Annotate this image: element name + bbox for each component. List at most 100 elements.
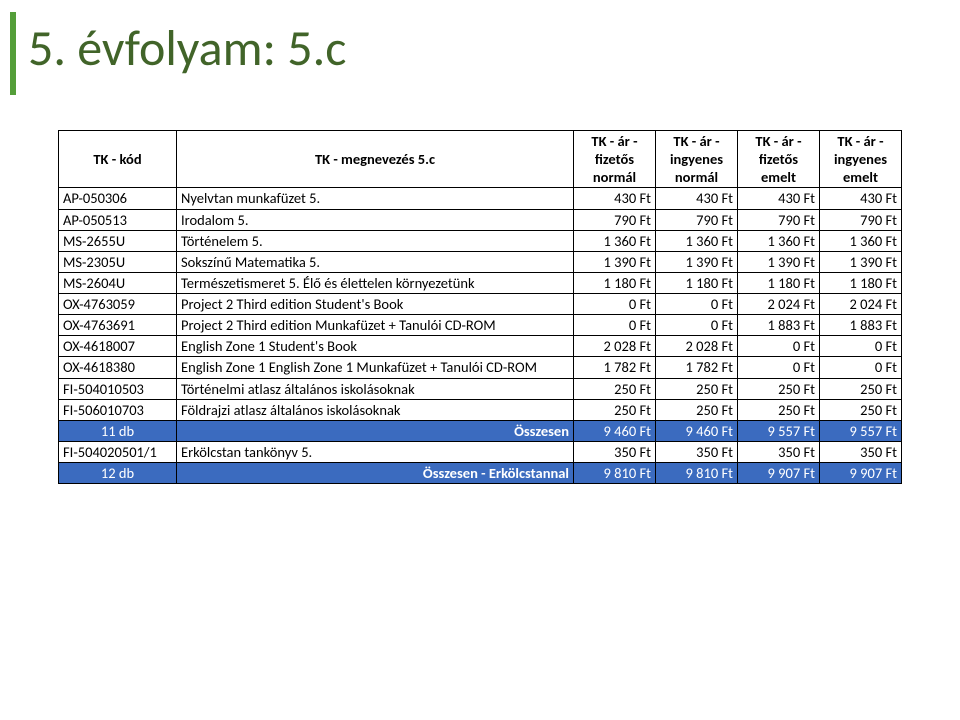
cell-price: 1 390 Ft xyxy=(820,251,902,272)
cell-price: 1 360 Ft xyxy=(738,230,820,251)
price-table-container: TK - kód TK - megnevezés 5.c TK - ár - f… xyxy=(58,130,902,484)
cell-price: 430 Ft xyxy=(738,188,820,209)
cell-code: MS-2305U xyxy=(59,251,177,272)
table-row: MS-2305USokszínű Matematika 5.1 390 Ft1 … xyxy=(59,251,902,272)
cell-price: 1 390 Ft xyxy=(656,251,738,272)
cell-name: Történelmi atlasz általános iskolásoknak xyxy=(177,378,574,399)
cell-name: English Zone 1 English Zone 1 Munkafüzet… xyxy=(177,357,574,378)
cell-code: FI-504010503 xyxy=(59,378,177,399)
cell-price: 0 Ft xyxy=(738,357,820,378)
summary-price: 9 460 Ft xyxy=(656,420,738,441)
cell-price: 790 Ft xyxy=(738,209,820,230)
cell-price: 250 Ft xyxy=(574,378,656,399)
col-name: TK - megnevezés 5.c xyxy=(177,131,574,188)
cell-price: 1 782 Ft xyxy=(574,357,656,378)
cell-code: FI-506010703 xyxy=(59,399,177,420)
cell-price: 1 180 Ft xyxy=(820,272,902,293)
cell-price: 250 Ft xyxy=(820,378,902,399)
cell-code: OX-4763059 xyxy=(59,294,177,315)
cell-price: 2 028 Ft xyxy=(574,336,656,357)
cell-name: Irodalom 5. xyxy=(177,209,574,230)
cell-price: 0 Ft xyxy=(820,357,902,378)
cell-price: 790 Ft xyxy=(574,209,656,230)
cell-name: Project 2 Third edition Munkafüzet + Tan… xyxy=(177,315,574,336)
cell-price: 1 390 Ft xyxy=(574,251,656,272)
summary-price: 9 460 Ft xyxy=(574,420,656,441)
summary-label: Összesen - Erkölcstannal xyxy=(177,463,574,484)
accent-bar xyxy=(10,12,16,95)
cell-code: FI-504020501/1 xyxy=(59,441,177,462)
table-row: OX-4763691Project 2 Third edition Munkaf… xyxy=(59,315,902,336)
col-p3: TK - ár - fizetős emelt xyxy=(738,131,820,188)
table-row: AP-050513Irodalom 5.790 Ft790 Ft790 Ft79… xyxy=(59,209,902,230)
cell-price: 430 Ft xyxy=(656,188,738,209)
cell-price: 0 Ft xyxy=(820,336,902,357)
summary-count: 11 db xyxy=(59,420,177,441)
cell-price: 250 Ft xyxy=(574,399,656,420)
cell-price: 0 Ft xyxy=(656,315,738,336)
table-row: FI-504020501/1Erkölcstan tankönyv 5.350 … xyxy=(59,441,902,462)
cell-code: OX-4618007 xyxy=(59,336,177,357)
cell-price: 1 180 Ft xyxy=(574,272,656,293)
cell-price: 250 Ft xyxy=(820,399,902,420)
cell-code: MS-2604U xyxy=(59,272,177,293)
summary-label: Összesen xyxy=(177,420,574,441)
cell-price: 250 Ft xyxy=(738,378,820,399)
cell-price: 430 Ft xyxy=(574,188,656,209)
cell-price: 430 Ft xyxy=(820,188,902,209)
cell-price: 2 028 Ft xyxy=(656,336,738,357)
cell-price: 350 Ft xyxy=(574,441,656,462)
cell-price: 350 Ft xyxy=(738,441,820,462)
cell-name: Sokszínű Matematika 5. xyxy=(177,251,574,272)
cell-price: 0 Ft xyxy=(574,294,656,315)
cell-name: Project 2 Third edition Student's Book xyxy=(177,294,574,315)
col-code: TK - kód xyxy=(59,131,177,188)
table-row: MS-2655UTörténelem 5.1 360 Ft1 360 Ft1 3… xyxy=(59,230,902,251)
cell-price: 1 883 Ft xyxy=(738,315,820,336)
cell-price: 2 024 Ft xyxy=(820,294,902,315)
table-row: AP-050306Nyelvtan munkafüzet 5.430 Ft430… xyxy=(59,188,902,209)
cell-price: 1 883 Ft xyxy=(820,315,902,336)
cell-price: 790 Ft xyxy=(820,209,902,230)
cell-price: 1 390 Ft xyxy=(738,251,820,272)
summary-price: 9 907 Ft xyxy=(738,463,820,484)
table-row: FI-506010703Földrajzi atlasz általános i… xyxy=(59,399,902,420)
cell-name: Erkölcstan tankönyv 5. xyxy=(177,441,574,462)
cell-name: Földrajzi atlasz általános iskolásoknak xyxy=(177,399,574,420)
summary-price: 9 557 Ft xyxy=(820,420,902,441)
cell-price: 1 180 Ft xyxy=(656,272,738,293)
table-row: OX-4618380English Zone 1 English Zone 1 … xyxy=(59,357,902,378)
cell-price: 0 Ft xyxy=(738,336,820,357)
cell-price: 1 360 Ft xyxy=(656,230,738,251)
table-row: OX-4618007English Zone 1 Student's Book2… xyxy=(59,336,902,357)
page-title: 5. évfolyam: 5.c xyxy=(28,18,346,79)
table-row: OX-4763059Project 2 Third edition Studen… xyxy=(59,294,902,315)
cell-price: 0 Ft xyxy=(574,315,656,336)
col-p1: TK - ár - fizetős normál xyxy=(574,131,656,188)
summary-price: 9 810 Ft xyxy=(574,463,656,484)
price-table: TK - kód TK - megnevezés 5.c TK - ár - f… xyxy=(58,130,902,484)
cell-price: 1 782 Ft xyxy=(656,357,738,378)
cell-price: 0 Ft xyxy=(656,294,738,315)
cell-price: 1 360 Ft xyxy=(574,230,656,251)
summary-price: 9 907 Ft xyxy=(820,463,902,484)
cell-name: Természetismeret 5. Élő és élettelen kör… xyxy=(177,272,574,293)
summary-count: 12 db xyxy=(59,463,177,484)
cell-code: OX-4618380 xyxy=(59,357,177,378)
col-p4: TK - ár - ingyenes emelt xyxy=(820,131,902,188)
cell-price: 350 Ft xyxy=(656,441,738,462)
cell-price: 250 Ft xyxy=(656,399,738,420)
cell-code: AP-050306 xyxy=(59,188,177,209)
cell-name: English Zone 1 Student's Book xyxy=(177,336,574,357)
table-row: FI-504010503Történelmi atlasz általános … xyxy=(59,378,902,399)
cell-price: 790 Ft xyxy=(656,209,738,230)
cell-price: 2 024 Ft xyxy=(738,294,820,315)
table-header-row: TK - kód TK - megnevezés 5.c TK - ár - f… xyxy=(59,131,902,188)
cell-code: MS-2655U xyxy=(59,230,177,251)
col-p2: TK - ár - ingyenes normál xyxy=(656,131,738,188)
table-row: MS-2604UTermészetismeret 5. Élő és élett… xyxy=(59,272,902,293)
cell-price: 1 180 Ft xyxy=(738,272,820,293)
cell-code: OX-4763691 xyxy=(59,315,177,336)
cell-price: 1 360 Ft xyxy=(820,230,902,251)
summary-price: 9 810 Ft xyxy=(656,463,738,484)
